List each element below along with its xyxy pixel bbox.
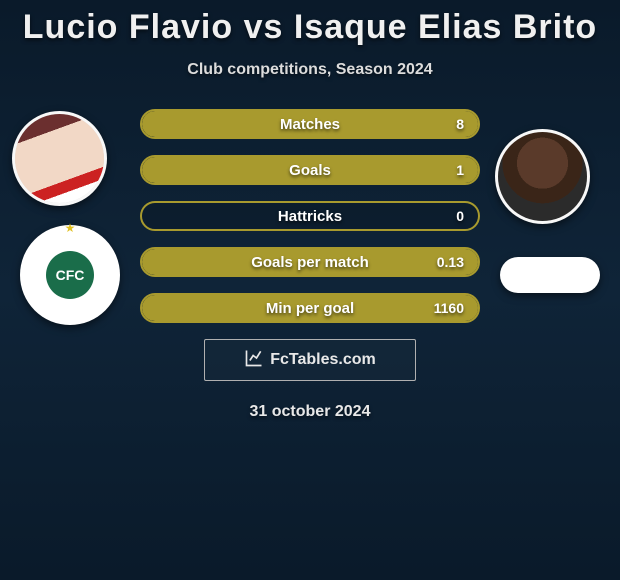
stat-value: 8 [456, 111, 464, 137]
stat-value: 0 [456, 203, 464, 229]
stats-bars: Matches 8 Goals 1 Hattricks 0 Goals per … [140, 107, 480, 323]
stat-label: Min per goal [142, 295, 478, 321]
stat-label: Goals [142, 157, 478, 183]
player2-club-badge [500, 257, 600, 293]
stat-value: 1160 [434, 295, 464, 321]
stat-row: Goals 1 [140, 155, 480, 185]
stat-row: Matches 8 [140, 109, 480, 139]
vs-text: vs [244, 8, 284, 46]
page-title: Lucio Flavio vs Isaque Elias Brito [0, 0, 620, 47]
subtitle: Club competitions, Season 2024 [0, 61, 620, 79]
player2-name: Isaque Elias Brito [294, 8, 597, 46]
stat-row: Hattricks 0 [140, 201, 480, 231]
infographic-date: 31 october 2024 [0, 403, 620, 421]
branding-box[interactable]: FcTables.com [204, 339, 416, 381]
comparison-panel: Matches 8 Goals 1 Hattricks 0 Goals per … [0, 107, 620, 421]
stat-value: 0.13 [437, 249, 464, 275]
stat-label: Goals per match [142, 249, 478, 275]
stat-value: 1 [456, 157, 464, 183]
chart-icon [244, 348, 264, 373]
stat-row: Min per goal 1160 [140, 293, 480, 323]
branding-text: FcTables.com [270, 351, 376, 369]
stat-label: Hattricks [142, 203, 478, 229]
player1-name: Lucio Flavio [23, 8, 233, 46]
stat-label: Matches [142, 111, 478, 137]
player2-avatar [495, 129, 590, 224]
player1-club-badge [20, 225, 120, 325]
stat-row: Goals per match 0.13 [140, 247, 480, 277]
player1-avatar [12, 111, 107, 206]
